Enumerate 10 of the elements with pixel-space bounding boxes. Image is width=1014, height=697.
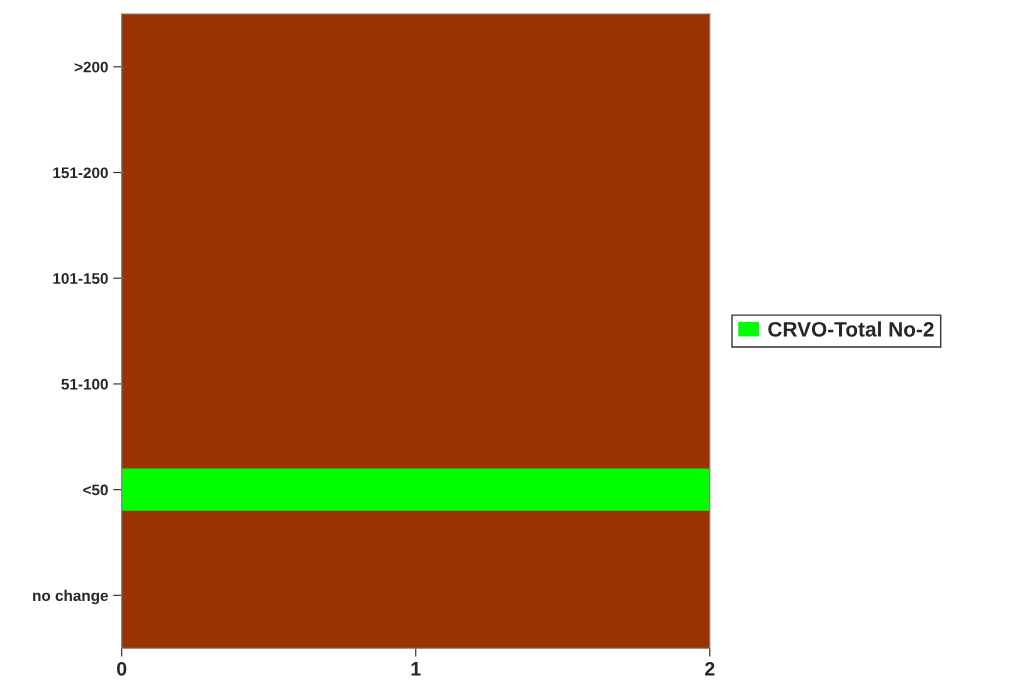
x-tick-label: 0 xyxy=(117,661,127,676)
legend-label: CRVO-Total No-2 xyxy=(768,321,934,337)
y-tick-label: >200 xyxy=(74,61,108,73)
y-tick-label: 151-200 xyxy=(53,167,108,179)
x-tick-label: 1 xyxy=(411,662,421,676)
y-tick-label: 51-100 xyxy=(61,378,108,390)
y-tick-label: 101-150 xyxy=(53,273,108,284)
y-tick-label: no change xyxy=(33,589,108,605)
x-tick-label: 2 xyxy=(705,661,715,676)
y-tick-label: <50 xyxy=(83,484,108,496)
